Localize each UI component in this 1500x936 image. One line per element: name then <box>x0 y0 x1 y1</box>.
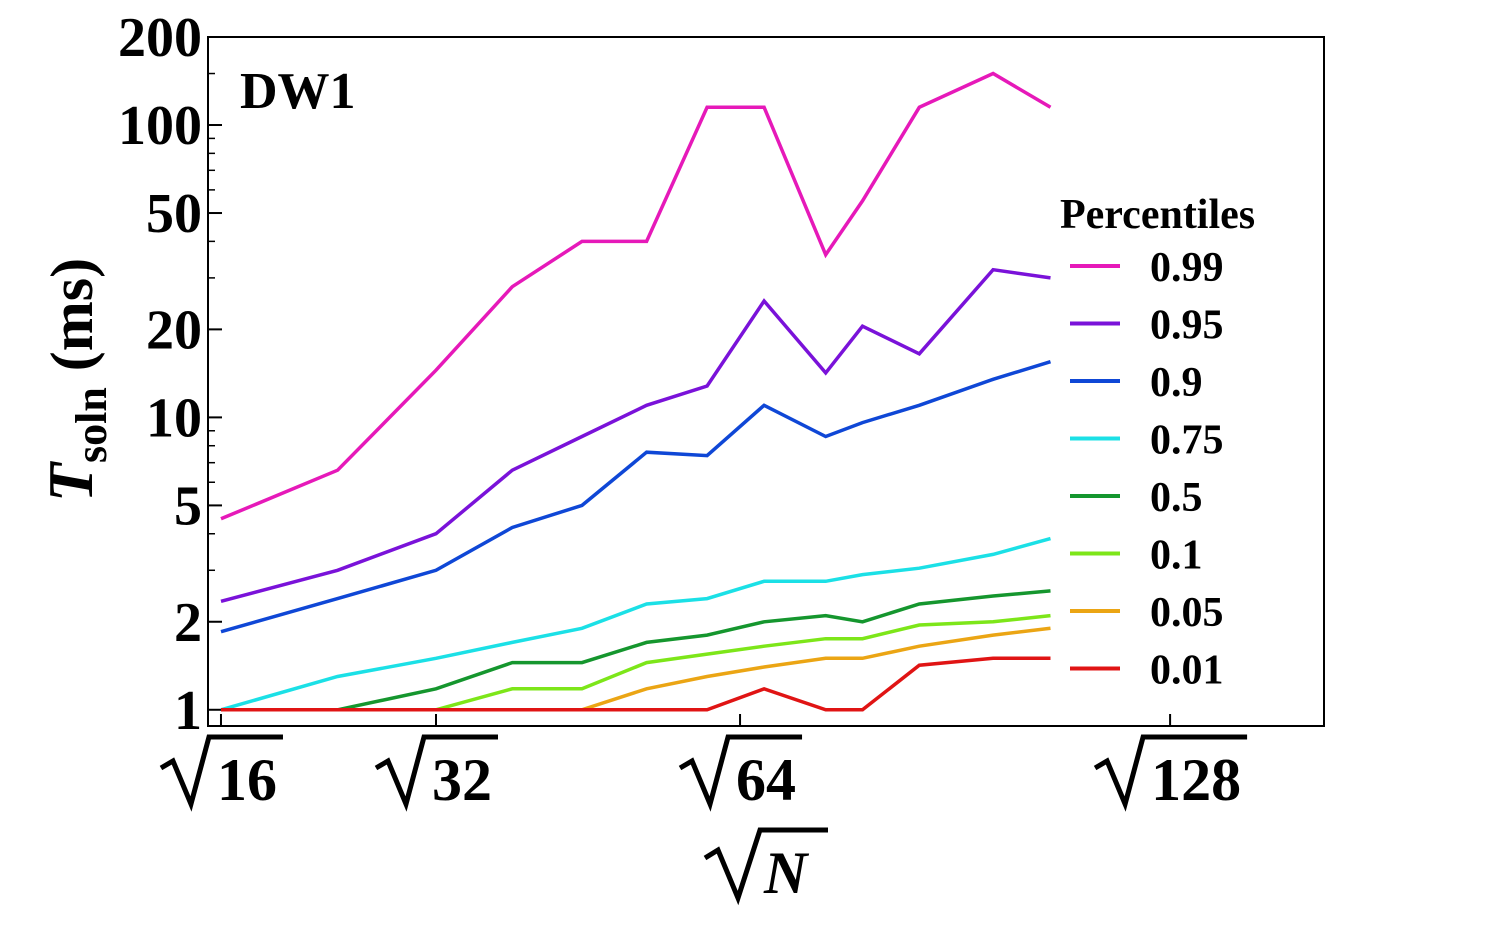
series-line-0_05 <box>221 626 1051 712</box>
y-axis-label-main: T <box>35 460 106 502</box>
y-tick-labels: 1 2 5 10 20 50 100 200 <box>118 7 202 742</box>
y-tick-label: 20 <box>146 299 202 361</box>
series-line-0_75 <box>220 536 1051 712</box>
series-line-0_95 <box>220 267 1051 603</box>
legend-label: 0.75 <box>1150 418 1224 464</box>
x-tick-radical <box>159 734 283 812</box>
x-tick-radical <box>1093 734 1248 812</box>
y-axis-label: Tsoln (ms) <box>35 258 116 502</box>
x-tick-radical <box>678 734 803 812</box>
y-axis-label-sub: soln <box>67 387 116 463</box>
x-tick-label-text: 32 <box>432 747 492 813</box>
series-lines <box>220 71 1052 712</box>
svg-text:Tsoln(ms): Tsoln (ms) <box>35 258 116 502</box>
legend-label: 0.05 <box>1150 590 1224 636</box>
panel-label: DW1 <box>240 63 356 120</box>
y-tick-label: 1 <box>174 680 202 742</box>
legend-label: 0.01 <box>1150 648 1224 694</box>
x-tick-label: 32 <box>374 734 499 813</box>
y-tick-label: 2 <box>174 592 202 654</box>
plot-frame <box>207 36 1325 727</box>
legend-label: 0.1 <box>1150 533 1203 579</box>
series-line-0_1 <box>221 613 1051 712</box>
legend-label: 0.99 <box>1150 245 1224 291</box>
x-tick-label-text: 64 <box>736 747 796 813</box>
x-tick-labels: 16 32 64 128 <box>159 734 1248 813</box>
legend-label: 0.5 <box>1150 475 1203 521</box>
legend-label: 0.95 <box>1150 303 1224 349</box>
legend: Percentiles 0.99 0.95 0.9 0.75 0.5 0.1 0.05 0.0… <box>1060 192 1255 694</box>
y-tick-label: 50 <box>146 183 202 245</box>
y-tick-label: 10 <box>146 387 202 449</box>
x-tick-label: 64 <box>678 734 803 813</box>
series-line-0_9 <box>220 360 1052 634</box>
y-tick-label: 5 <box>174 475 202 537</box>
y-axis-label-units: (ms) <box>39 258 105 371</box>
axis-ticks <box>208 36 1172 726</box>
x-axis-label-text: N <box>763 840 810 906</box>
x-axis-label: N <box>703 827 828 906</box>
x-tick-radical <box>374 734 499 812</box>
series-line-0_01 <box>221 656 1051 712</box>
x-tick-label: 128 <box>1093 734 1248 813</box>
x-tick-label-text: 128 <box>1151 747 1241 813</box>
series-line-0_99 <box>220 71 1052 521</box>
legend-title: Percentiles <box>1060 192 1255 238</box>
x-axis-label-radical <box>703 827 828 906</box>
series-line-0_5 <box>221 589 1051 712</box>
y-tick-label: 100 <box>118 95 202 157</box>
legend-label: 0.9 <box>1150 360 1203 406</box>
y-tick-label: 200 <box>118 7 202 69</box>
x-tick-label: 16 <box>159 734 283 813</box>
x-tick-label-text: 16 <box>217 747 277 813</box>
